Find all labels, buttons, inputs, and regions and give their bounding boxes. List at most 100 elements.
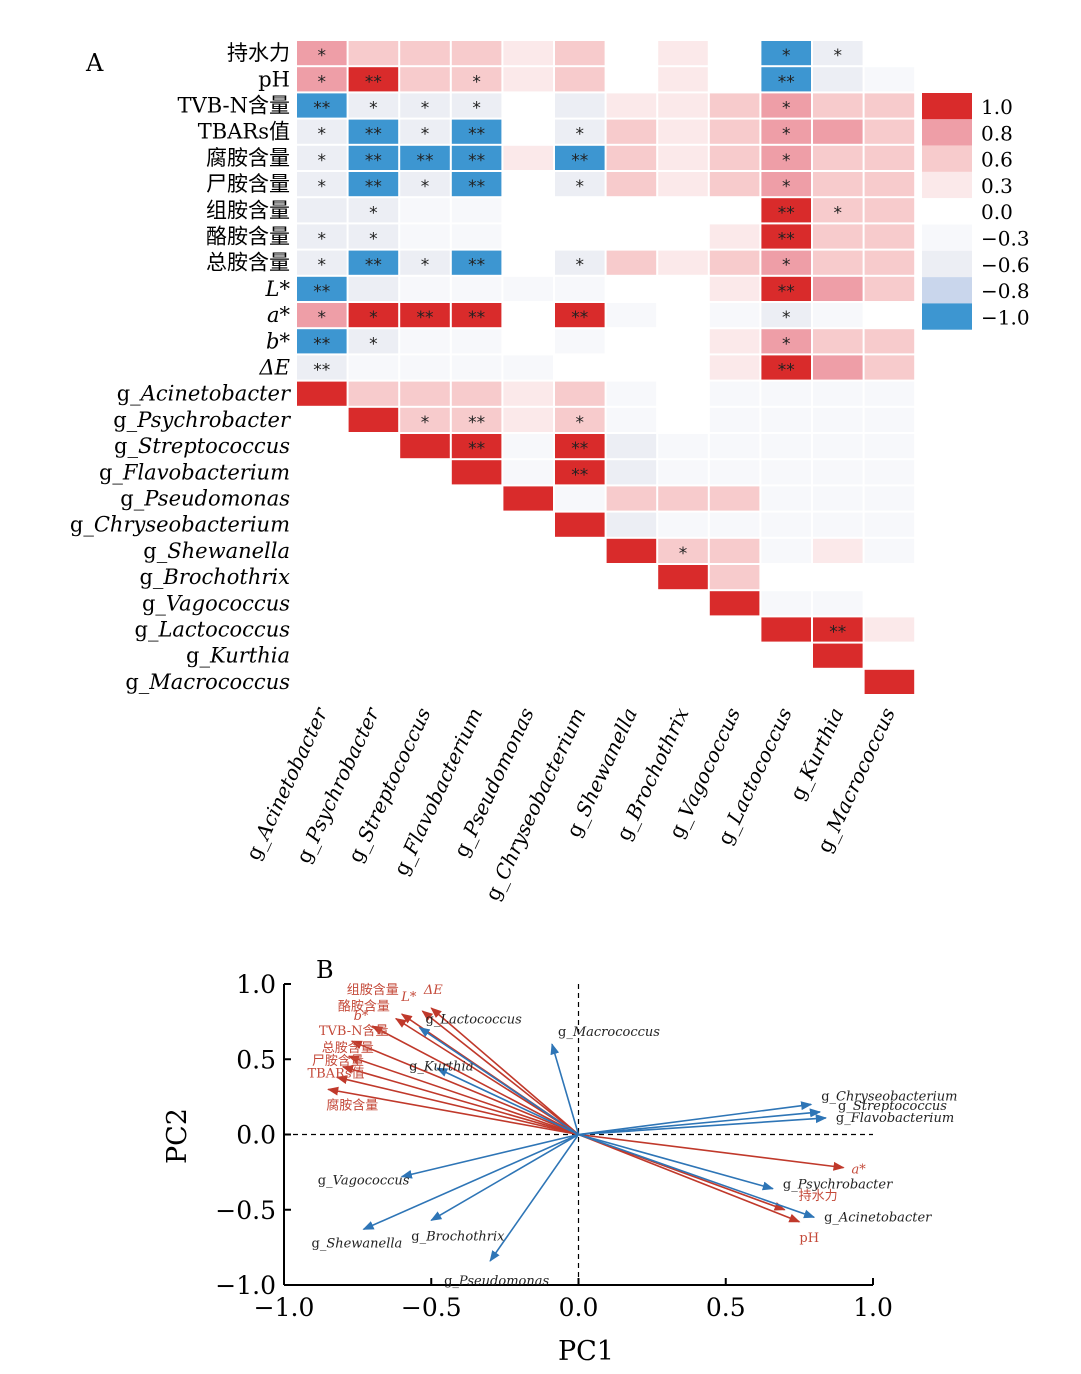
heatmap-cell <box>864 93 915 118</box>
heatmap-cell <box>451 460 502 485</box>
heatmap-cell <box>813 643 863 668</box>
heatmap-cell <box>348 276 399 301</box>
significance-mark: * <box>318 125 327 145</box>
heatmap-cell <box>606 250 657 275</box>
significance-mark: * <box>421 413 430 433</box>
heatmap-cell <box>709 250 760 275</box>
heatmap-cell <box>400 250 450 275</box>
heatmap-cell <box>658 512 708 537</box>
pca-biplot: B 组胺含量 ΔE L* 酪胺含量b*TVB-N含量总胺含量尸胺含量TBARs值腐胺含… <box>162 956 957 1367</box>
significance-mark: * <box>834 203 843 223</box>
heatmap-cell <box>864 355 915 380</box>
x-axis-label: PC1 <box>558 1336 614 1367</box>
heatmap-cell <box>864 172 915 197</box>
heatmap-cell <box>451 119 502 144</box>
heatmap-cell <box>864 486 915 511</box>
heatmap-cell <box>400 145 450 170</box>
vector-label: 尸胺含量 <box>312 1053 364 1069</box>
heatmap-cell <box>813 486 863 511</box>
heatmap-cell <box>658 93 708 118</box>
heatmap-cell <box>761 198 811 223</box>
significance-mark: ** <box>365 125 382 145</box>
vector-label: g_Chryseobacterium <box>821 1089 957 1104</box>
legend-swatch <box>922 198 972 225</box>
heatmap-cell <box>864 119 915 144</box>
heatmap-cell <box>709 591 760 616</box>
significance-mark: * <box>472 72 481 92</box>
biplot-arrow <box>578 1133 774 1191</box>
heatmap-cell <box>813 198 863 223</box>
x-tick-label: 1.0 <box>853 1293 893 1322</box>
heatmap-cell <box>606 538 657 563</box>
x-tick-label: 0.0 <box>559 1293 599 1322</box>
significance-mark: * <box>318 72 327 92</box>
biplot-arrow <box>578 1114 827 1136</box>
row-label: ΔE <box>259 356 291 380</box>
significance-mark: * <box>576 413 585 433</box>
heatmap-cell <box>709 538 760 563</box>
heatmap-cell <box>555 250 605 275</box>
row-label: 腐胺含量 <box>206 146 290 170</box>
significance-mark: * <box>472 99 481 119</box>
legend-swatch <box>922 93 972 120</box>
significance-mark: ** <box>468 125 485 145</box>
legend-swatch <box>922 303 972 330</box>
heatmap-cell <box>503 486 553 511</box>
vector-label: g_Psychrobacter <box>783 1178 893 1193</box>
biplot-arrow <box>578 1108 822 1136</box>
heatmap-cell <box>709 224 760 249</box>
heatmap-cell <box>451 329 502 354</box>
biplot-arrow <box>394 1017 579 1136</box>
heatmap-cell <box>348 250 399 275</box>
heatmap-cell <box>761 119 811 144</box>
heatmap-cell <box>761 512 811 537</box>
significance-mark: * <box>782 334 791 354</box>
significance-mark: ** <box>313 282 330 302</box>
significance-mark: ** <box>778 203 795 223</box>
significance-mark: ** <box>571 308 588 328</box>
significance-mark: ** <box>468 177 485 197</box>
significance-mark: * <box>369 203 378 223</box>
heatmap-cell <box>864 250 915 275</box>
panel-label-a: A <box>85 49 104 77</box>
row-label: g_Brochothrix <box>139 565 290 589</box>
heatmap-cell <box>606 119 657 144</box>
significance-mark: * <box>782 99 791 119</box>
heatmap-cell <box>555 329 605 354</box>
significance-mark: ** <box>778 230 795 250</box>
row-label: 尸胺含量 <box>206 172 290 196</box>
heatmap-cell <box>400 198 450 223</box>
vector-label: g_Lactococcus <box>426 1013 523 1028</box>
significance-mark: * <box>318 230 327 250</box>
heatmap-cell <box>709 67 760 92</box>
heatmap-cell <box>864 591 915 616</box>
significance-mark: ** <box>571 439 588 459</box>
heatmap-cell <box>709 355 760 380</box>
heatmap-cell <box>451 434 502 459</box>
heatmap-cell <box>761 224 811 249</box>
heatmap-cell <box>451 93 502 118</box>
heatmap-cell <box>709 460 760 485</box>
heatmap-cell <box>400 172 450 197</box>
legend-tick-label: −1.0 <box>981 305 1030 329</box>
row-label: g_Pseudomonas <box>120 487 290 511</box>
heatmap-cell <box>761 565 811 590</box>
heatmap-cell <box>348 67 399 92</box>
heatmap-cell <box>451 198 502 223</box>
heatmap-cell <box>761 250 811 275</box>
heatmap-cell <box>503 355 553 380</box>
heatmap-cell <box>864 41 915 66</box>
heatmap-cell <box>503 224 553 249</box>
heatmap-cell <box>658 67 708 92</box>
heatmap-cell <box>658 538 708 563</box>
significance-mark: * <box>318 151 327 171</box>
heatmap-cell <box>451 224 502 249</box>
heatmap-cell <box>503 119 553 144</box>
biplot-arrow <box>578 1133 816 1219</box>
vector-label: 组胺含量 <box>347 982 399 998</box>
row-label: g_Vagococcus <box>142 591 290 615</box>
color-legend: 1.00.8 0.60.30.0 −0.3−0.6−0.8−1.0 <box>922 93 1030 330</box>
significance-mark: * <box>421 256 430 276</box>
vector-label: g_Streptococcus <box>838 1099 947 1114</box>
